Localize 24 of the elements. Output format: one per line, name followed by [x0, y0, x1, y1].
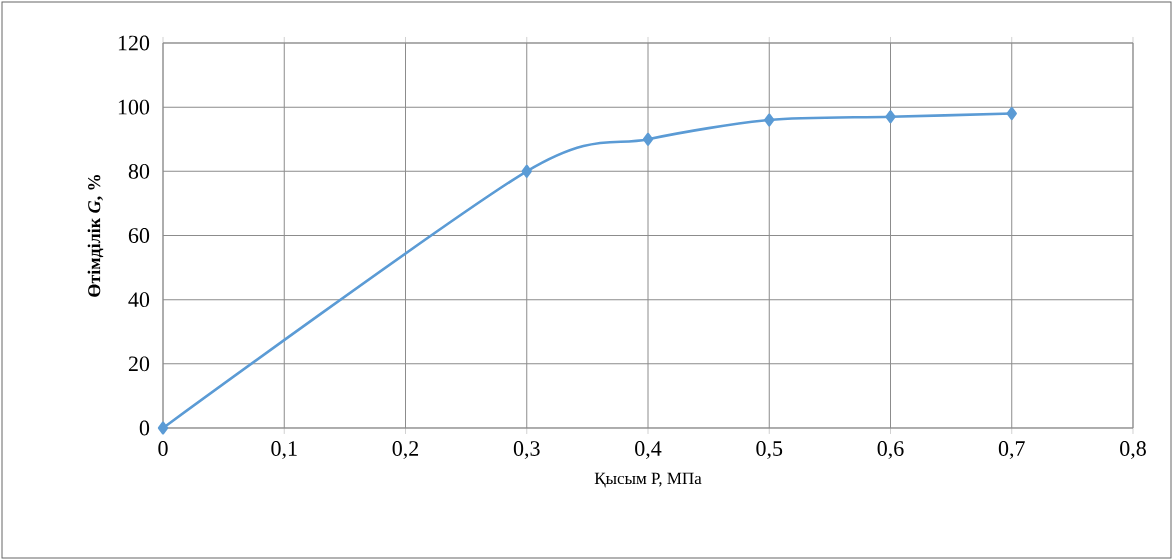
point [885, 110, 896, 124]
x-axis-title: Қысым Р, МПа [594, 472, 702, 488]
y-tick-label: 0 [139, 420, 150, 436]
point [1006, 107, 1017, 121]
y-tick-label: 60 [128, 228, 150, 243]
x-tick-label: 0,3 [513, 441, 540, 460]
y-axis-title: Өтімділік G, % [87, 175, 104, 297]
x-tick-label: 0,4 [635, 441, 662, 460]
x-tick-label: 0,1 [271, 441, 297, 460]
x-tick-label: 0,6 [877, 441, 904, 460]
x-tick-label: 0 [158, 441, 168, 456]
y-tick-label: 80 [128, 163, 150, 179]
y-tick-label: 120 [118, 35, 150, 51]
y-tick-label: 20 [128, 356, 150, 372]
x-tick-label: 0,8 [1120, 441, 1146, 460]
point [764, 113, 775, 127]
x-tick-label: 0,2 [392, 441, 419, 460]
x-tick-label: 0,5 [756, 441, 783, 460]
point [521, 164, 532, 178]
point [157, 421, 169, 435]
y-tick-label: 100 [118, 99, 150, 115]
y-tick-label: 40 [128, 292, 150, 308]
point [642, 132, 654, 146]
x-tick-label: 0,7 [998, 441, 1025, 460]
